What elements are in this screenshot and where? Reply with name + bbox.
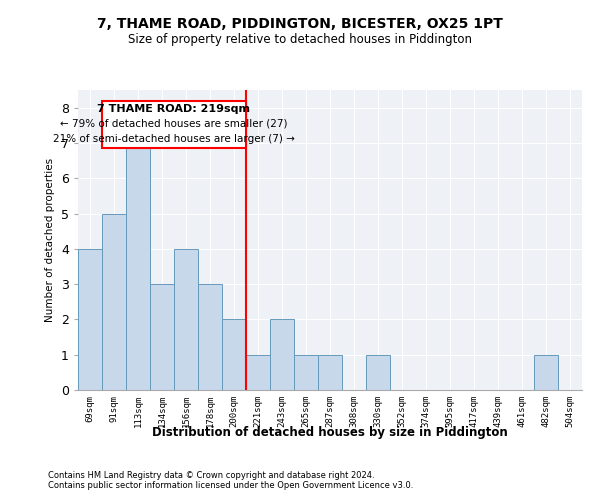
Bar [198, 284, 222, 390]
Bar [102, 214, 126, 390]
Bar [318, 354, 342, 390]
Text: Distribution of detached houses by size in Piddington: Distribution of detached houses by size … [152, 426, 508, 439]
Bar [270, 320, 294, 390]
Bar [534, 354, 558, 390]
Bar [126, 143, 150, 390]
Bar [78, 249, 102, 390]
Text: 7, THAME ROAD, PIDDINGTON, BICESTER, OX25 1PT: 7, THAME ROAD, PIDDINGTON, BICESTER, OX2… [97, 18, 503, 32]
Y-axis label: Number of detached properties: Number of detached properties [46, 158, 55, 322]
Bar [150, 284, 174, 390]
Bar [294, 354, 318, 390]
Bar [174, 249, 198, 390]
Text: Contains public sector information licensed under the Open Government Licence v3: Contains public sector information licen… [48, 481, 413, 490]
Text: Contains HM Land Registry data © Crown copyright and database right 2024.: Contains HM Land Registry data © Crown c… [48, 471, 374, 480]
Bar [246, 354, 270, 390]
Text: 21% of semi-detached houses are larger (7) →: 21% of semi-detached houses are larger (… [53, 134, 295, 144]
Bar [222, 320, 246, 390]
Text: ← 79% of detached houses are smaller (27): ← 79% of detached houses are smaller (27… [60, 118, 287, 128]
Text: 7 THAME ROAD: 219sqm: 7 THAME ROAD: 219sqm [97, 104, 250, 115]
Text: Size of property relative to detached houses in Piddington: Size of property relative to detached ho… [128, 32, 472, 46]
Bar [366, 354, 390, 390]
FancyBboxPatch shape [102, 100, 246, 148]
